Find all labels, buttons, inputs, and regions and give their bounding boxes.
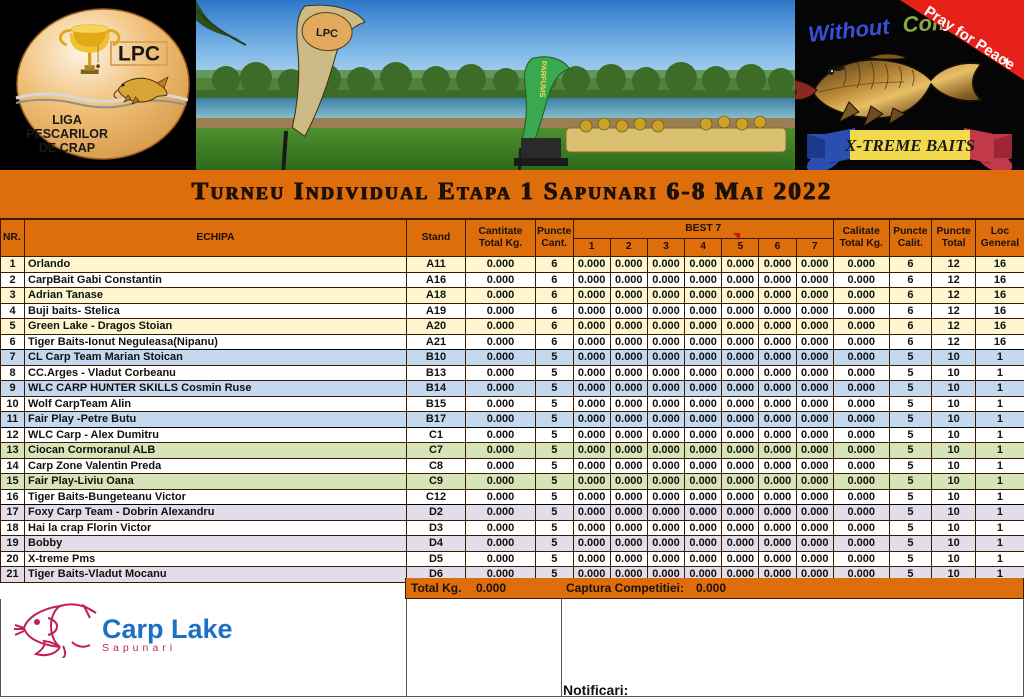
svg-text:X-TREME BAITS: X-TREME BAITS xyxy=(844,136,975,155)
svg-text:PESCARILOR: PESCARILOR xyxy=(26,127,108,141)
svg-text:LPC: LPC xyxy=(118,43,160,66)
svg-text:Carp Lake: Carp Lake xyxy=(102,614,233,644)
svg-text:Sapunari: Sapunari xyxy=(102,642,176,654)
svg-text:DE CRAP: DE CRAP xyxy=(39,141,95,155)
svg-text:PARFUMS: PARFUMS xyxy=(538,61,549,98)
svg-text:LPC: LPC xyxy=(316,27,339,41)
svg-text:LIGA: LIGA xyxy=(52,113,82,127)
svg-text:Without: Without xyxy=(807,13,892,47)
